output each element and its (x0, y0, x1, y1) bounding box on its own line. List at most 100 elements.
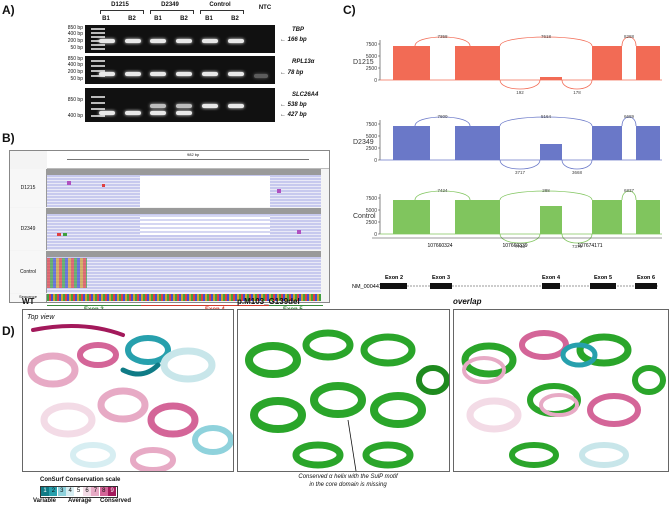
structure-view-overlap (453, 309, 669, 472)
sashimi-track: Control 7500 5000 2500 0 7424 288 6837 7743 7379 (353, 188, 662, 249)
ladder-label: 200 bp (67, 38, 83, 44)
x-axis: 107660324 107669339 107674171 (372, 237, 662, 249)
coverage-block (393, 200, 430, 234)
y-tick-label: 5000 (366, 54, 377, 60)
x-tick-label: 107660324 (427, 243, 452, 249)
sample-label: NTC (258, 5, 272, 11)
exon-bracket (269, 305, 323, 306)
panel-a-letter: A) (2, 3, 15, 17)
size-label: ← 166 bp (280, 37, 307, 43)
transcript-model: NM_000441.2 Exon 2 Exon 3 Exon 4 Exon 5 … (352, 275, 658, 290)
sashimi-plot: D1215 7500 5000 2500 0 7358 7618 8288 192 178 D234… (352, 34, 662, 290)
y-tick-label: 0 (374, 78, 377, 84)
transcript-exon-label: Exon 2 (385, 275, 403, 281)
junction-count: 7358 (437, 34, 448, 39)
panel-d-letter: D) (2, 324, 15, 338)
group-bracket (100, 10, 144, 14)
igv-sequence-strip (47, 294, 321, 301)
exon-bracket (47, 305, 141, 306)
igv-browser: 982 bp D1215 D2349 Control Sequence (9, 150, 330, 303)
size-label: ← 78 bp (280, 70, 304, 76)
group-bracket (150, 10, 194, 14)
ladder-label: 200 bp (67, 69, 83, 75)
consurf-scale-title: ConSurf Conservation scale (40, 477, 121, 483)
coverage-block (393, 126, 430, 160)
group-label: Control (209, 2, 231, 8)
gel-image-tbp (85, 25, 275, 53)
transcript-id: NM_000441.2 (352, 284, 387, 290)
mutant-structure-render (245, 329, 449, 471)
junction-arc (561, 233, 593, 244)
ladder-label: 850 bp (67, 25, 83, 31)
junction-count: 6837 (624, 188, 635, 193)
sample-label: B1 (154, 16, 162, 22)
junction-arc (621, 36, 637, 47)
igv-track-d2349 (47, 208, 321, 250)
y-tick-label: 5000 (366, 134, 377, 140)
consurf-scale-cell: 9 (108, 487, 117, 496)
group-label: D1215 (111, 2, 129, 8)
igv-sample-label: D2349 (10, 208, 47, 250)
consurf-scale-cell: 1 (41, 487, 49, 496)
consurf-scale-cell: 3 (57, 487, 66, 496)
gel-image-rpl13a (85, 56, 275, 84)
junction-arc (499, 79, 541, 90)
sample-name: Control (19, 269, 37, 275)
coverage-block (636, 46, 660, 80)
y-tick-label: 0 (374, 232, 377, 238)
junction-count: 5164 (541, 114, 552, 119)
coverage-block (455, 126, 500, 160)
y-tick-label: 7500 (366, 196, 377, 202)
group-bracket (200, 10, 244, 14)
group-label: D2349 (161, 2, 179, 8)
gene-label: TBP (292, 27, 304, 33)
sashimi-track-label: D2349 (353, 139, 374, 146)
consurf-scale-cell: 5 (74, 487, 83, 496)
junction-count: 3668 (572, 170, 583, 175)
size-label: ← 538 bp (280, 102, 307, 108)
y-tick-label: 7500 (366, 42, 377, 48)
exon-bracket (141, 305, 269, 306)
consurf-scale-cell: 7 (91, 487, 100, 496)
gel-image-slc26a4 (85, 88, 275, 122)
coverage-block (592, 46, 622, 80)
junction-arc (414, 116, 471, 127)
sample-label: B2 (231, 16, 239, 22)
junction-count: 7424 (437, 188, 448, 193)
junction-count: 7618 (541, 34, 552, 39)
y-tick-label: 0 (374, 158, 377, 164)
igv-sample-label: Control (10, 251, 47, 293)
sashimi-track-label: Control (353, 213, 376, 220)
junction-arc (499, 233, 541, 244)
sashimi-track-label: D1215 (353, 59, 374, 66)
sample-label: B2 (128, 16, 136, 22)
consurf-scale-label: Conserved (100, 498, 132, 504)
y-tick-label: 7500 (366, 122, 377, 128)
junction-arc (561, 159, 593, 170)
transcript-exon-label: Exon 4 (542, 275, 561, 281)
consurf-scale-cell: 4 (66, 487, 75, 496)
junction-arc (621, 190, 637, 201)
deletion-annotation: Conserved α helix with the SulP motif in… (278, 473, 418, 489)
igv-ruler: 982 bp (47, 151, 329, 169)
annotation-line: in the core domain is missing (309, 482, 387, 488)
coverage-block (455, 46, 500, 80)
junction-count: 6689 (624, 114, 635, 119)
coverage-block (393, 46, 430, 80)
junction-count: 288 (542, 188, 550, 193)
x-tick-label: 107674171 (577, 243, 602, 249)
ladder-label: 50 bp (70, 45, 83, 51)
size-label: ← 427 bp (280, 112, 307, 118)
structure-title: overlap (453, 297, 482, 306)
transcript-exon-label: Exon 5 (594, 275, 612, 281)
coverage-block (592, 126, 622, 160)
consurf-scale-label: Variable (33, 498, 57, 504)
sashimi-track: D2349 7500 5000 2500 0 7600 5164 6689 3717 3668 (353, 114, 662, 175)
coverage-block (592, 200, 622, 234)
consurf-scale-label: Average (68, 498, 92, 504)
size-value: 78 bp (287, 70, 304, 76)
transcript-exon (635, 283, 657, 289)
sample-label: B2 (180, 16, 188, 22)
transcript-exon (380, 283, 407, 289)
junction-arc (621, 116, 637, 127)
